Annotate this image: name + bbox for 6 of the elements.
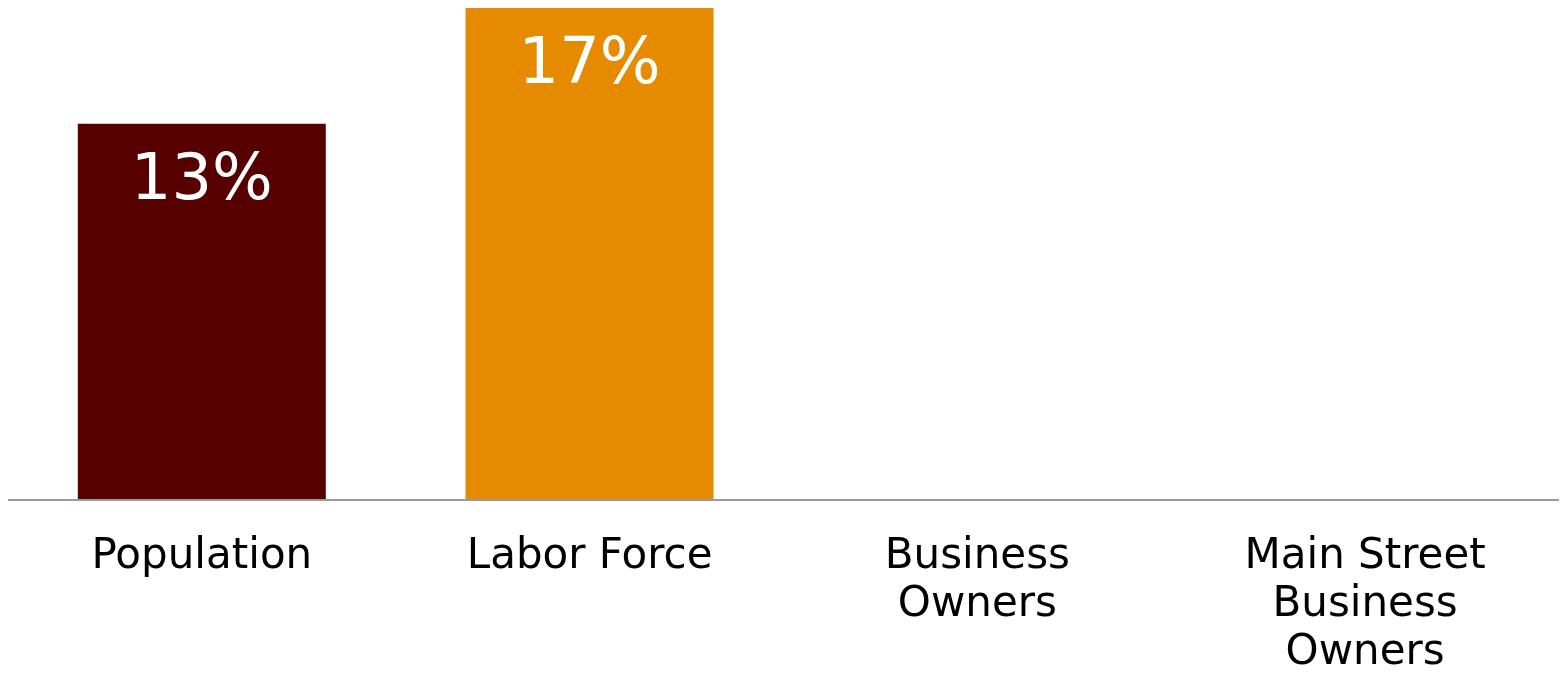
x-tick-label: Population bbox=[91, 529, 313, 578]
data-label: 13% bbox=[130, 140, 273, 215]
x-tick-label: Labor Force bbox=[466, 529, 713, 578]
x-tick-label: Business Owners bbox=[884, 529, 1070, 626]
data-label: 17% bbox=[518, 24, 661, 99]
x-tick-label: Main Street Business Owners bbox=[1244, 529, 1486, 674]
